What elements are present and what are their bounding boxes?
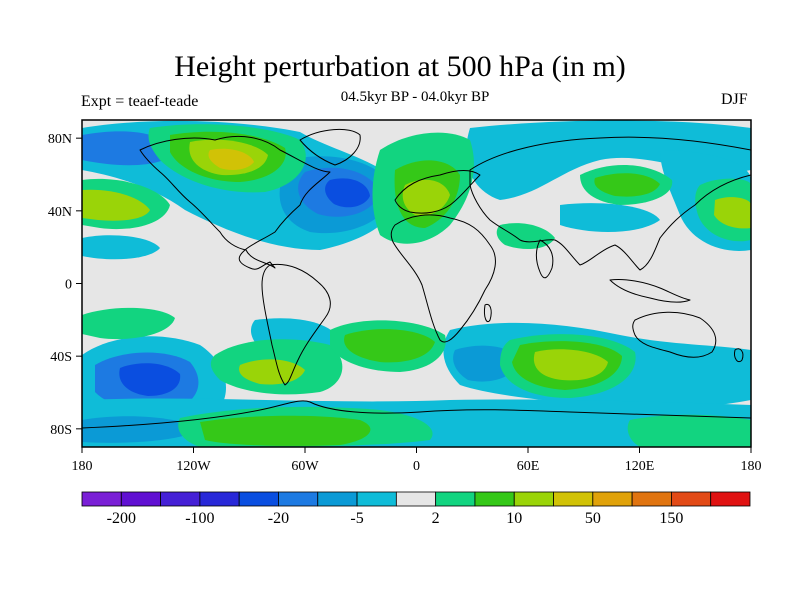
latitude-axis: 80N 40N 0 40S 80S xyxy=(48,132,82,438)
contour-region-positive xyxy=(82,189,150,221)
coastline-india xyxy=(535,239,554,279)
colorbar-swatch xyxy=(120,491,161,507)
lat-tick-label: 80N xyxy=(48,132,72,147)
coastline-indonesia xyxy=(609,279,691,303)
contour-region-negative xyxy=(119,363,181,396)
colorbar-swatch xyxy=(395,491,437,507)
lon-tick-label: 180 xyxy=(72,459,93,474)
colorbar-swatch xyxy=(553,491,594,507)
colorbar-swatch xyxy=(278,491,319,507)
colorbar-label: -200 xyxy=(107,510,136,527)
lon-tick-label: 120W xyxy=(176,459,211,474)
colorbar-label: -5 xyxy=(350,510,363,527)
contour-region-positive xyxy=(82,307,175,340)
season-label: DJF xyxy=(721,91,748,108)
colorbar-swatch xyxy=(435,491,476,507)
longitude-axis: 180 120W 60W 0 60E 120E 180 xyxy=(72,447,762,474)
colorbar-swatch xyxy=(474,491,515,507)
contour-region-positive xyxy=(402,179,450,216)
lat-tick-label: 80S xyxy=(50,423,72,438)
lat-tick-label: 40S xyxy=(50,350,72,365)
colorbar-swatch xyxy=(631,491,672,507)
contour-region-positive xyxy=(200,415,371,446)
coastline-africa xyxy=(390,214,496,343)
contour-region-negative xyxy=(325,178,370,208)
colorbar-swatch xyxy=(160,491,201,507)
plot-title: Height perturbation at 500 hPa (in m) xyxy=(174,50,626,83)
colorbar-swatch xyxy=(513,491,554,507)
colorbar-label: 10 xyxy=(506,510,522,527)
contour-region-negative xyxy=(82,235,160,260)
colorbar-label: 2 xyxy=(432,510,440,527)
colorbar-swatch xyxy=(81,491,122,507)
lat-tick-label: 40N xyxy=(48,205,72,220)
colorbar-swatch xyxy=(199,491,240,507)
contour-region-negative xyxy=(466,120,751,200)
lon-tick-label: 60W xyxy=(291,459,319,474)
colorbar-label: 150 xyxy=(659,510,683,527)
contour-region-positive xyxy=(239,359,305,385)
coastline-madagascar xyxy=(484,303,492,323)
coastline-europe xyxy=(394,170,481,214)
colorbar-swatch xyxy=(238,491,279,507)
colorbar: -200 -100 -20 -5 2 10 50 150 xyxy=(81,491,751,527)
lat-tick-label: 0 xyxy=(65,278,72,293)
contour-region-positive xyxy=(714,197,751,229)
colorbar-swatch xyxy=(671,491,712,507)
coastline-layer xyxy=(82,128,751,429)
colorbar-label: -100 xyxy=(185,510,214,527)
contour-region-positive xyxy=(496,223,555,250)
coastline-greenland xyxy=(299,128,361,166)
coastline-north-america xyxy=(139,135,331,270)
coastline-south-america xyxy=(261,263,331,386)
lon-tick-label: 0 xyxy=(413,459,420,474)
colorbar-swatch xyxy=(356,491,397,507)
lon-tick-label: 180 xyxy=(741,459,762,474)
contour-region-positive xyxy=(627,414,751,447)
colorbar-swatch xyxy=(592,491,633,507)
plot-subtitle: 04.5kyr BP - 04.0kyr BP xyxy=(340,89,490,105)
lon-tick-label: 120E xyxy=(625,459,655,474)
colorbar-label: 50 xyxy=(585,510,601,527)
contour-region-positive xyxy=(594,173,660,197)
colorbar-label: -20 xyxy=(268,510,289,527)
contour-fill-layer xyxy=(82,120,751,447)
contour-region-positive xyxy=(344,329,435,363)
experiment-label: Expt = teaef-teade xyxy=(81,93,199,110)
coastline-asia xyxy=(469,136,751,271)
coastline-new-zealand xyxy=(734,348,744,363)
lon-tick-label: 60E xyxy=(517,459,540,474)
coastline-australia xyxy=(632,311,717,358)
colorbar-swatch xyxy=(317,491,358,507)
contour-region-negative xyxy=(82,416,200,443)
contour-region-negative xyxy=(560,203,660,232)
contour-region-positive xyxy=(208,148,254,170)
coastline-antarctica xyxy=(82,400,751,429)
contour-region-positive xyxy=(533,349,608,381)
colorbar-swatch xyxy=(710,491,751,507)
